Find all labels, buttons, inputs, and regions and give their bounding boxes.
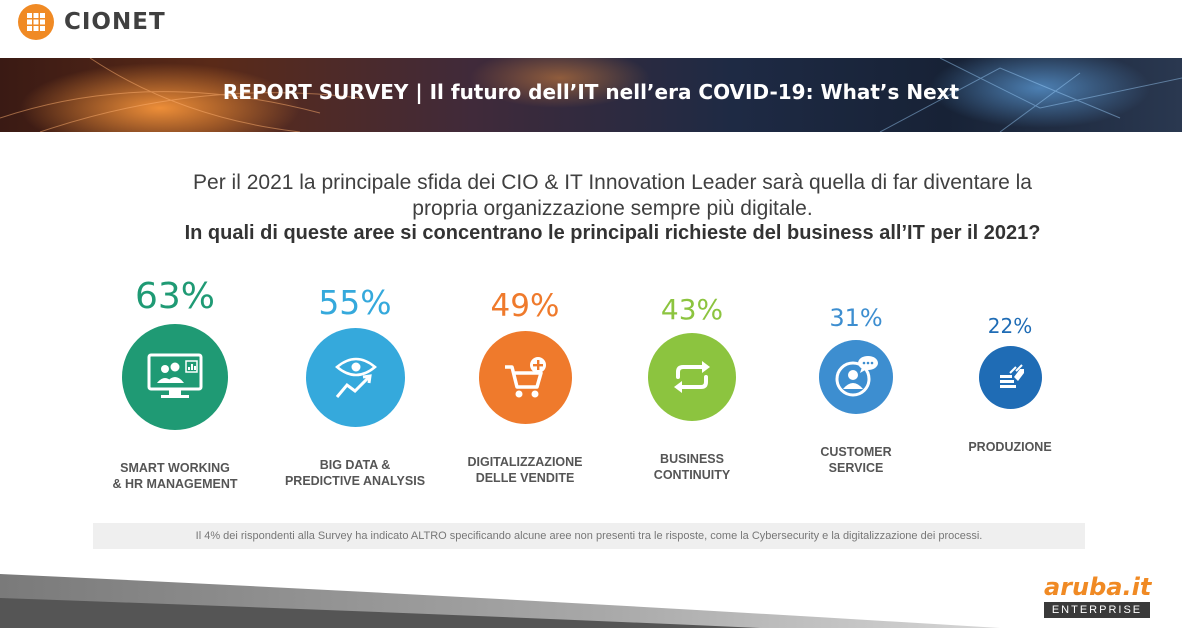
cart-add-icon	[504, 356, 546, 397]
value-circle	[979, 346, 1042, 409]
cionet-grid-logo-icon	[18, 4, 54, 40]
footer-decorative-band	[0, 574, 1000, 628]
data-label-pct: 31%	[829, 304, 883, 332]
category-label: CUSTOMER SERVICE	[756, 444, 956, 476]
label-line-1: CUSTOMER	[820, 445, 892, 459]
repeat-arrows-icon	[674, 361, 710, 393]
cionet-logo: CIONET	[18, 4, 166, 40]
data-label-pct: 55%	[318, 283, 392, 322]
data-label-pct: 49%	[490, 288, 560, 324]
survey-question: In quali di queste aree si concentrano l…	[184, 222, 1041, 244]
category-label: DIGITALIZZAZIONE DELLE VENDITE	[425, 454, 625, 486]
category-label: PRODUZIONE	[910, 439, 1110, 455]
label-line-2: CONTINUITY	[653, 468, 731, 482]
data-label-pct: 43%	[660, 293, 724, 326]
category-label: SMART WORKING & HR MANAGEMENT	[75, 460, 275, 492]
aruba-enterprise-logo: aruba.it ENTERPRISE	[1044, 573, 1152, 618]
banner-background-graphic	[0, 58, 1182, 132]
label-line-2: & HR MANAGEMENT	[112, 477, 238, 491]
value-circle	[122, 324, 228, 430]
eye-analytics-icon	[334, 357, 377, 398]
value-circle	[819, 340, 893, 414]
intro-text: Per il 2021 la principale sfida dei CIO …	[130, 170, 1095, 222]
label-line-2: DELLE VENDITE	[475, 471, 575, 485]
label-line-1: SMART WORKING	[120, 461, 230, 475]
data-label-pct: 22%	[987, 314, 1033, 338]
value-circle	[648, 333, 736, 421]
customer-chat-icon	[835, 356, 878, 397]
aruba-wordmark: aruba.it	[1044, 573, 1152, 601]
production-stack-icon	[999, 363, 1024, 388]
value-circle	[306, 328, 405, 427]
intro-line-1: Per il 2021 la principale sfida dei CIO …	[193, 171, 1032, 194]
label-line-2: PREDICTIVE ANALYSIS	[284, 474, 426, 488]
label-line-1: DIGITALIZZAZIONE	[467, 455, 583, 469]
data-label-pct: 63%	[134, 276, 215, 317]
brand-name: CIONET	[64, 9, 166, 35]
banner-title: REPORT SURVEY | Il futuro dell’IT nell’e…	[222, 80, 960, 104]
aruba-enterprise-label: ENTERPRISE	[1044, 602, 1150, 618]
label-line-1: BUSINESS	[660, 452, 724, 466]
category-label: BUSINESS CONTINUITY	[592, 451, 792, 483]
report-banner: REPORT SURVEY | Il futuro dell’IT nell’e…	[0, 58, 1182, 132]
footnote: Il 4% dei rispondenti alla Survey ha ind…	[93, 523, 1085, 549]
label-line-2: SERVICE	[828, 461, 884, 475]
value-circle	[479, 331, 572, 424]
category-label: BIG DATA & PREDICTIVE ANALYSIS	[255, 457, 455, 489]
video-conference-icon	[147, 353, 203, 398]
intro-line-2: propria organizzazione sempre più digita…	[412, 197, 813, 220]
label-line-1: BIG DATA &	[319, 458, 391, 472]
label-line-1: PRODUZIONE	[968, 440, 1052, 454]
